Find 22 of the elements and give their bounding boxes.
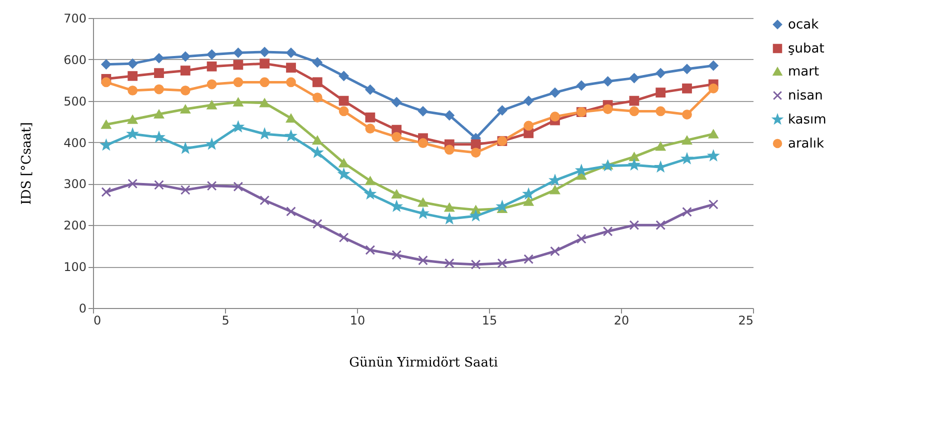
- legend-label: kasım: [788, 112, 826, 128]
- y-tick-label: 0: [78, 302, 86, 316]
- x-tick-label: 5: [222, 314, 230, 328]
- x-tick-label: 25: [738, 314, 754, 328]
- y-tick-label: 200: [64, 218, 86, 233]
- x-tick-label: 0: [94, 314, 102, 328]
- y-tick-label: 600: [64, 52, 86, 67]
- x-axis-title: Günün Yirmidört Saati: [349, 356, 498, 370]
- y-tick-label: 300: [64, 177, 86, 192]
- y-tick-label: 100: [64, 260, 86, 274]
- legend-label: mart: [788, 64, 820, 80]
- x-tick-label: 10: [350, 314, 366, 328]
- y-tick-label: 500: [64, 94, 86, 108]
- legend-label: ocak: [788, 18, 820, 32]
- x-tick-label: 20: [614, 314, 630, 328]
- legend-label: şubat: [788, 42, 824, 56]
- x-tick-label: 15: [482, 314, 498, 328]
- y-tick-label: 400: [64, 136, 86, 150]
- y-tick-label: 700: [64, 12, 86, 26]
- legend-label: nisan: [788, 88, 823, 104]
- y-axis-title: IDS [°Csaat]: [20, 122, 35, 205]
- legend-label: aralık: [788, 136, 824, 152]
